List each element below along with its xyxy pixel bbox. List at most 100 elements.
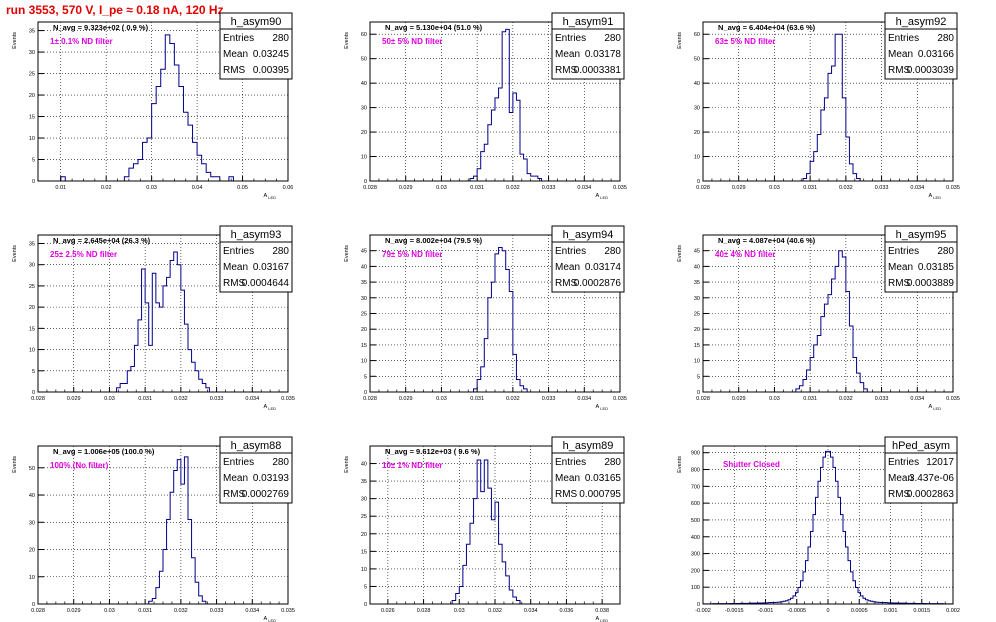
filter-label: 63± 5% ND filter — [715, 37, 775, 46]
x-tick-label: 0.03 — [454, 608, 465, 614]
x-tick-label: 0.032 — [839, 396, 853, 402]
x-tick-label: 0.028 — [417, 608, 431, 614]
stats-value-rms: 0.0002769 — [242, 489, 290, 500]
y-tick-label: 600 — [691, 501, 700, 507]
x-tick-label: 0.034 — [577, 396, 591, 402]
histogram-name: h_asym90 — [231, 16, 282, 28]
x-axis-label: ALED — [929, 193, 942, 200]
stats-key-mean: Mean — [888, 49, 913, 60]
stats-value-mean: 0.03245 — [253, 49, 290, 60]
stats-key-mean: Mean — [888, 262, 913, 273]
y-axis-label: Events — [12, 245, 18, 262]
y-tick-label: 20 — [29, 548, 35, 554]
x-axis-label: ALED — [264, 616, 277, 622]
y-tick-label: 10 — [694, 359, 700, 365]
x-axis-label: ALED — [596, 616, 609, 622]
stats-value-entries: 280 — [604, 33, 621, 44]
y-tick-label: 25 — [361, 514, 367, 520]
histogram-name: h_asym94 — [563, 229, 614, 241]
x-tick-label: 0.002 — [946, 608, 960, 614]
y-tick-label: 20 — [29, 93, 35, 99]
stats-value-entries: 12017 — [926, 457, 954, 468]
x-tick-label: 0.02 — [101, 185, 112, 191]
x-tick-label: 0.03 — [769, 185, 780, 191]
y-axis-label: Events — [677, 456, 683, 473]
stats-box — [551, 12, 625, 80]
x-tick-label: 0.033 — [210, 608, 224, 614]
x-tick-label: 0.032 — [174, 608, 188, 614]
stats-value-entries: 280 — [937, 33, 954, 44]
stats-key-mean: Mean — [555, 262, 580, 273]
x-tick-label: 0.026 — [381, 608, 395, 614]
y-tick-label: 30 — [29, 520, 35, 526]
stats-value-rms: 0.0003889 — [907, 278, 955, 289]
x-tick-label: 0.029 — [732, 185, 746, 191]
histogram-name: h_asym92 — [896, 16, 947, 28]
y-tick-label: 700 — [691, 484, 700, 490]
x-tick-label: 0.034 — [245, 608, 259, 614]
x-tick-label: 0.028 — [696, 185, 710, 191]
stats-key-entries: Entries — [223, 33, 254, 44]
stats-box — [551, 225, 625, 293]
navg-label: N_avg = 1.006e+05 (100.0 %) — [53, 447, 155, 456]
y-tick-label: 35 — [361, 280, 367, 286]
stats-value-rms: 0.0003039 — [907, 65, 955, 76]
histogram-panel-h_asym93: 0.028 0.029 0.03 0.031 0.032 0.033 0.034 0.035 0… — [12, 225, 295, 411]
histogram-line — [469, 28, 542, 181]
stats-box — [219, 225, 293, 293]
x-tick-label: 0.028 — [31, 396, 45, 402]
x-tick-label: 0.035 — [946, 396, 960, 402]
navg-label: N_avg = 6.404e+04 (63.6 %) — [718, 23, 816, 32]
x-tick-label: 0.035 — [281, 608, 295, 614]
y-tick-label: 30 — [29, 50, 35, 56]
y-tick-label: 35 — [694, 280, 700, 286]
histogram-line — [473, 247, 528, 392]
y-tick-label: 5 — [697, 374, 700, 380]
x-tick-label: 0.028 — [31, 608, 45, 614]
x-tick-label: 0.028 — [696, 396, 710, 402]
x-tick-label: 0.034 — [524, 608, 538, 614]
y-tick-label: 10 — [361, 359, 367, 365]
histogram-panel-h_asym91: 0.028 0.029 0.03 0.031 0.032 0.033 0.034 0.035 0… — [344, 12, 627, 200]
stats-key-entries: Entries — [555, 246, 586, 257]
filter-label: 40± 4% ND filter — [715, 250, 775, 259]
y-tick-label: 20 — [361, 327, 367, 333]
y-axis-label: Events — [12, 32, 18, 49]
y-tick-label: 30 — [361, 497, 367, 503]
y-tick-label: 45 — [694, 249, 700, 255]
stats-key-mean: Mean — [555, 473, 580, 484]
stats-value-mean: 0.03167 — [253, 262, 290, 273]
x-tick-label: 0.03 — [436, 185, 447, 191]
x-tick-label: 0 — [826, 608, 829, 614]
y-tick-label: 25 — [361, 312, 367, 318]
stats-value-entries: 280 — [272, 457, 289, 468]
y-tick-label: 0 — [364, 390, 367, 396]
y-tick-label: 45 — [361, 249, 367, 255]
stats-key-rms: RMS — [888, 65, 911, 76]
y-tick-label: 100 — [691, 585, 700, 591]
navg-label: N_avg = 5.130e+04 (51.0 %) — [385, 23, 483, 32]
stats-key-rms: RMS — [555, 65, 578, 76]
histogram-line — [702, 450, 954, 605]
stats-value-mean: 0.03166 — [918, 49, 955, 60]
y-tick-label: 20 — [29, 305, 35, 311]
filter-label: 10± 1% ND filter — [382, 461, 442, 470]
x-tick-label: 0.035 — [281, 396, 295, 402]
y-tick-label: 0 — [364, 179, 367, 185]
stats-value-entries: 280 — [272, 246, 289, 257]
stats-key-entries: Entries — [888, 246, 919, 257]
histogram-line — [148, 456, 207, 604]
y-tick-label: 30 — [361, 106, 367, 112]
x-tick-label: 0.06 — [283, 185, 294, 191]
stats-key-rms: RMS — [888, 278, 911, 289]
y-tick-label: 10 — [29, 348, 35, 354]
stats-key-mean: Mean — [223, 49, 248, 60]
stats-key-entries: Entries — [555, 33, 586, 44]
stats-key-rms: RMS — [223, 278, 246, 289]
x-tick-label: 0.001 — [884, 608, 898, 614]
x-tick-label: 0.031 — [138, 396, 152, 402]
stats-key-entries: Entries — [555, 457, 586, 468]
filter-label: Shutter Closed — [723, 460, 780, 469]
stats-value-mean: 0.03185 — [918, 262, 955, 273]
stats-value-rms: 0.0003381 — [574, 65, 622, 76]
